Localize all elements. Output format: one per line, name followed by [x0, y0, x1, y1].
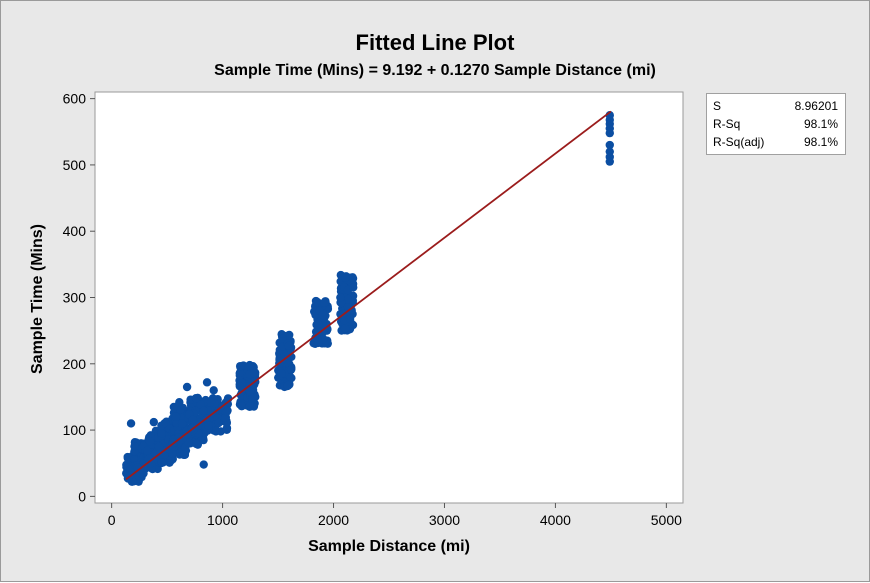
- data-point: [145, 436, 155, 446]
- data-point: [320, 298, 329, 308]
- data-point: [341, 273, 350, 282]
- data-point: [206, 397, 216, 407]
- y-axis-label: Sample Time (Mins): [29, 224, 46, 374]
- y-axis: 0 100 200 300 400 500 600: [63, 91, 95, 504]
- data-point: [286, 365, 296, 374]
- data-point: [192, 439, 201, 449]
- y-tick-label: 100: [63, 422, 87, 438]
- data-point: [277, 369, 286, 378]
- chart-title: Fitted Line Plot: [356, 30, 516, 55]
- data-point: [157, 429, 166, 438]
- stat-row-s: S 8.96201: [707, 97, 845, 115]
- x-axis: 0 1000 2000 3000 4000 5000: [108, 503, 682, 528]
- y-tick-label: 400: [63, 223, 87, 239]
- data-point: [204, 421, 213, 430]
- data-point: [177, 419, 187, 428]
- data-point: [318, 310, 328, 320]
- data-point: [157, 458, 167, 467]
- data-point: [126, 419, 136, 428]
- stat-label: R-Sq(adj): [713, 135, 765, 149]
- data-point: [214, 418, 223, 428]
- x-axis-label: Sample Distance (mi): [308, 538, 470, 555]
- x-tick-label: 1000: [207, 512, 238, 528]
- data-point: [314, 338, 323, 348]
- y-tick-label: 0: [78, 488, 86, 504]
- y-tick-label: 500: [63, 157, 87, 173]
- y-tick-label: 300: [63, 290, 87, 306]
- data-point: [199, 406, 208, 416]
- data-point: [179, 450, 189, 460]
- data-point: [605, 140, 614, 150]
- data-point: [182, 382, 192, 392]
- data-point: [209, 386, 218, 395]
- data-point: [188, 415, 197, 425]
- fit-line-layer: [125, 110, 612, 481]
- y-tick-label: 600: [63, 91, 87, 107]
- stat-value: 98.1%: [803, 117, 838, 131]
- chart-subtitle: Sample Time (Mins) = 9.192 + 0.1270 Samp…: [214, 62, 656, 79]
- data-point: [314, 320, 323, 329]
- data-point: [235, 361, 245, 371]
- fit-line: [125, 110, 612, 481]
- data-point: [191, 394, 201, 403]
- stat-value: 8.96201: [794, 99, 838, 113]
- data-point: [311, 296, 321, 306]
- data-point: [165, 458, 174, 467]
- data-point: [313, 327, 322, 336]
- data-point: [237, 401, 246, 411]
- data-point: [149, 417, 158, 427]
- stat-value: 98.1%: [803, 135, 838, 149]
- x-tick-label: 0: [108, 512, 116, 528]
- data-point: [235, 382, 245, 391]
- stat-row-rsq-adj: R-Sq(adj) 98.1%: [707, 133, 845, 151]
- stats-legend: S 8.96201 R-Sq 98.1% R-Sq(adj) 98.1%: [706, 93, 846, 155]
- data-point: [171, 412, 181, 422]
- data-point: [212, 426, 221, 435]
- data-point: [222, 425, 231, 435]
- data-point: [130, 442, 139, 451]
- data-point: [235, 368, 245, 378]
- data-point: [143, 446, 152, 455]
- data-point: [348, 273, 357, 282]
- stat-label: S: [713, 99, 722, 113]
- data-point: [176, 405, 185, 414]
- stat-label: R-Sq: [713, 117, 741, 131]
- data-point: [222, 407, 232, 416]
- data-point: [184, 438, 194, 447]
- data-point: [336, 293, 345, 302]
- data-point: [283, 381, 293, 390]
- data-points: [122, 111, 614, 486]
- data-point: [249, 368, 259, 378]
- data-point: [245, 387, 255, 396]
- y-tick-label: 200: [63, 356, 87, 372]
- data-point: [154, 442, 164, 452]
- data-point: [340, 324, 350, 333]
- data-point: [175, 398, 184, 407]
- data-point: [284, 341, 294, 350]
- x-tick-label: 3000: [429, 512, 460, 528]
- x-tick-label: 2000: [318, 512, 349, 528]
- stat-row-rsq: R-Sq 98.1%: [707, 115, 845, 133]
- data-point: [245, 401, 255, 411]
- x-tick-label: 4000: [540, 512, 571, 528]
- data-point: [199, 460, 208, 469]
- data-point: [202, 378, 212, 387]
- data-point: [605, 157, 614, 166]
- x-tick-label: 5000: [651, 512, 682, 528]
- data-point: [349, 283, 358, 292]
- data-point: [605, 128, 614, 138]
- data-point: [345, 314, 355, 324]
